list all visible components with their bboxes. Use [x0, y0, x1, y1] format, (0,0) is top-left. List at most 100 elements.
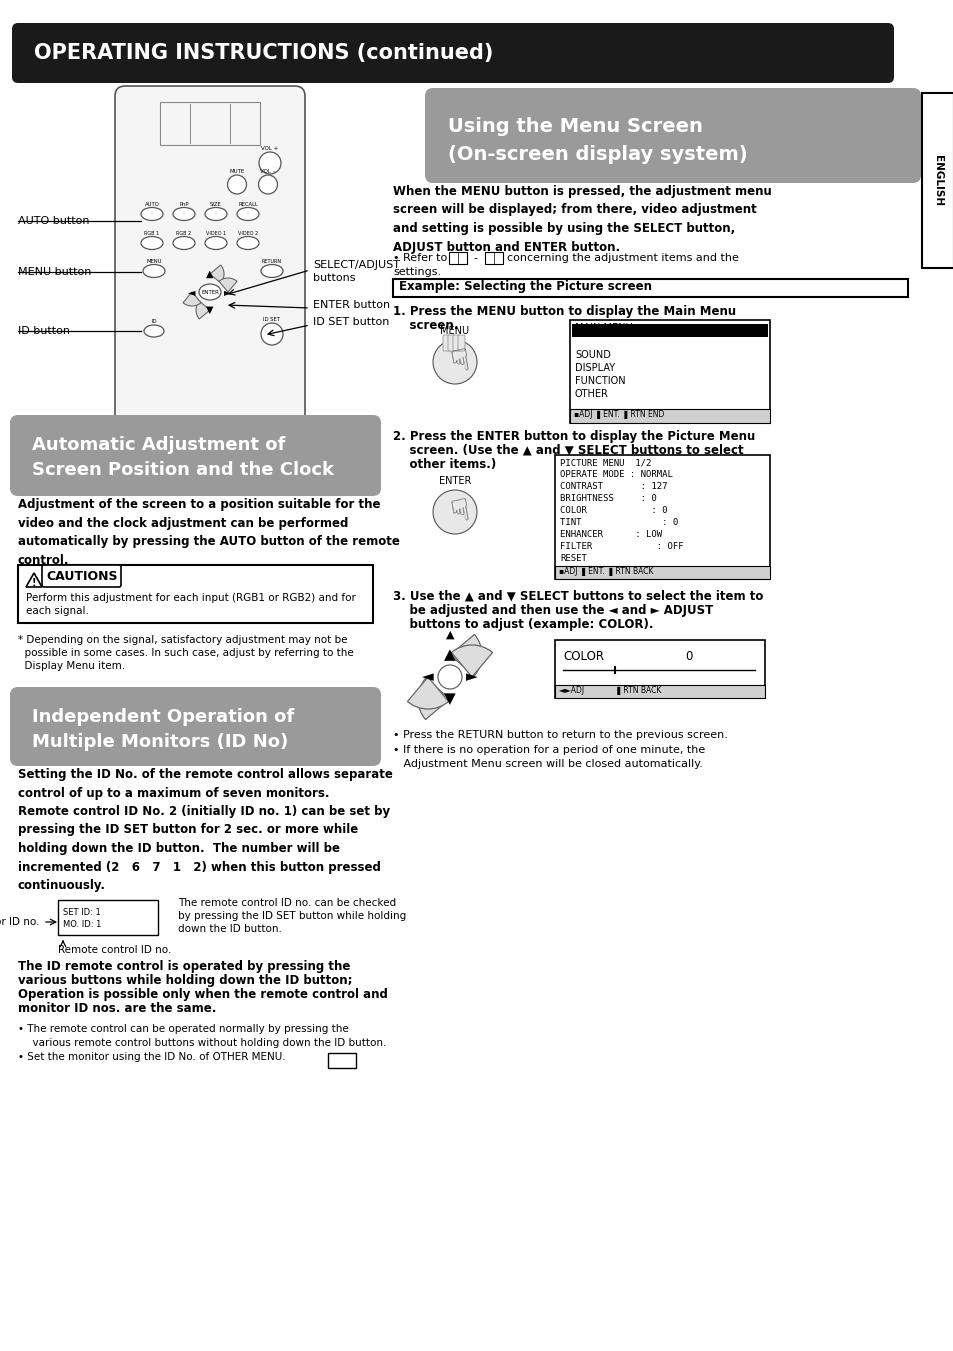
- Text: Screen Position and the Clock: Screen Position and the Clock: [32, 461, 334, 480]
- Wedge shape: [195, 301, 210, 319]
- Text: buttons to adjust (example: COLOR).: buttons to adjust (example: COLOR).: [393, 617, 653, 631]
- Text: ▲: ▲: [206, 269, 213, 280]
- Text: MENU: MENU: [146, 259, 162, 263]
- Text: The ID remote control is operated by pressing the: The ID remote control is operated by pre…: [18, 961, 350, 973]
- Bar: [393, 280, 907, 297]
- Ellipse shape: [141, 208, 163, 220]
- Text: screen.: screen.: [393, 319, 457, 332]
- Text: COLOR            : 0: COLOR : 0: [559, 507, 667, 515]
- FancyBboxPatch shape: [448, 335, 455, 351]
- FancyBboxPatch shape: [12, 23, 893, 82]
- Text: • Press the RETURN button to return to the previous screen.: • Press the RETURN button to return to t…: [393, 730, 727, 740]
- Text: Using the Menu Screen: Using the Menu Screen: [448, 118, 702, 136]
- Bar: [555, 685, 764, 698]
- Text: Example: Selecting the Picture screen: Example: Selecting the Picture screen: [398, 280, 651, 293]
- Text: 1. Press the MENU button to display the Main Menu: 1. Press the MENU button to display the …: [393, 305, 736, 317]
- FancyBboxPatch shape: [442, 335, 450, 351]
- Text: 3. Use the ▲ and ▼ SELECT buttons to select the item to: 3. Use the ▲ and ▼ SELECT buttons to sel…: [393, 590, 762, 603]
- Text: Operation is possible only when the remote control and: Operation is possible only when the remo…: [18, 988, 388, 1001]
- Text: monitor ID nos. are the same.: monitor ID nos. are the same.: [18, 1002, 216, 1015]
- Text: !: !: [31, 578, 36, 588]
- Text: MUTE: MUTE: [229, 169, 244, 174]
- Wedge shape: [450, 635, 481, 676]
- Text: SIZE: SIZE: [210, 203, 222, 207]
- Text: PICTURE MENU  1/2: PICTURE MENU 1/2: [559, 458, 651, 467]
- Bar: [18, 565, 373, 623]
- Text: ☞: ☞: [437, 496, 471, 528]
- Text: COLOR: COLOR: [562, 650, 603, 663]
- Text: ►: ►: [466, 670, 477, 685]
- Ellipse shape: [144, 326, 164, 336]
- Text: • Refer to: • Refer to: [393, 253, 447, 263]
- Text: FILTER            : OFF: FILTER : OFF: [559, 542, 683, 551]
- Text: RESET: RESET: [559, 554, 586, 563]
- FancyBboxPatch shape: [42, 565, 121, 586]
- Ellipse shape: [172, 208, 194, 220]
- Text: various remote control buttons without holding down the ID button.: various remote control buttons without h…: [26, 1038, 386, 1048]
- Wedge shape: [210, 265, 224, 282]
- Bar: [328, 1052, 355, 1069]
- Text: • If there is no operation for a period of one minute, the: • If there is no operation for a period …: [393, 744, 704, 755]
- Bar: [569, 409, 769, 423]
- Text: ID SET button: ID SET button: [313, 317, 389, 327]
- Ellipse shape: [143, 265, 165, 277]
- Text: other items.): other items.): [393, 458, 496, 471]
- Text: ENHANCER      : LOW: ENHANCER : LOW: [559, 530, 661, 539]
- Text: OPERATE MODE : NORMAL: OPERATE MODE : NORMAL: [559, 470, 672, 480]
- Bar: [555, 640, 764, 698]
- Text: Adjustment Menu screen will be closed automatically.: Adjustment Menu screen will be closed au…: [393, 759, 702, 769]
- Text: RECALL: RECALL: [238, 203, 257, 207]
- Bar: [555, 566, 769, 580]
- Text: * Depending on the signal, satisfactory adjustment may not be
  possible in some: * Depending on the signal, satisfactory …: [18, 635, 354, 671]
- Bar: [572, 324, 767, 336]
- Text: VIDEO 1: VIDEO 1: [206, 231, 226, 236]
- Text: ENTER: ENTER: [201, 289, 218, 295]
- Text: concerning the adjustment items and the: concerning the adjustment items and the: [506, 253, 739, 263]
- Text: settings.: settings.: [393, 267, 440, 277]
- Text: DISPLAY: DISPLAY: [575, 363, 615, 373]
- Text: VOL +: VOL +: [261, 146, 278, 151]
- Text: 2. Press the ENTER button to display the Picture Menu: 2. Press the ENTER button to display the…: [393, 430, 755, 443]
- Ellipse shape: [236, 208, 258, 220]
- Wedge shape: [451, 644, 492, 677]
- Text: RETURN: RETURN: [262, 259, 282, 263]
- Wedge shape: [417, 678, 450, 720]
- FancyBboxPatch shape: [457, 335, 464, 351]
- Ellipse shape: [261, 265, 283, 277]
- Text: MENU: MENU: [440, 326, 469, 336]
- Ellipse shape: [172, 236, 194, 250]
- Text: (On-screen display system): (On-screen display system): [448, 145, 747, 163]
- Bar: [58, 900, 158, 935]
- FancyBboxPatch shape: [10, 688, 380, 766]
- Circle shape: [261, 323, 283, 345]
- Text: SOUND: SOUND: [575, 350, 610, 359]
- Text: ▲: ▲: [445, 630, 454, 640]
- FancyBboxPatch shape: [10, 415, 380, 496]
- Text: RGB 2: RGB 2: [176, 231, 192, 236]
- Text: Monitor ID no.: Monitor ID no.: [0, 917, 40, 927]
- Text: TINT               : 0: TINT : 0: [559, 517, 678, 527]
- Text: Automatic Adjustment of: Automatic Adjustment of: [32, 436, 285, 454]
- FancyBboxPatch shape: [424, 88, 920, 182]
- Text: • The remote control can be operated normally by pressing the: • The remote control can be operated nor…: [18, 1024, 349, 1034]
- Circle shape: [227, 176, 246, 195]
- Text: ENTER: ENTER: [438, 476, 471, 486]
- Text: SELECT/ADJUST: SELECT/ADJUST: [313, 259, 399, 270]
- Text: Remote control ID no.: Remote control ID no.: [58, 944, 172, 955]
- Bar: [921, 93, 953, 267]
- Text: ☞: ☞: [437, 346, 471, 378]
- Text: SET ID: 1: SET ID: 1: [63, 908, 101, 917]
- Text: various buttons while holding down the ID button;: various buttons while holding down the I…: [18, 974, 352, 988]
- Text: ▪ADJ  ▌ENT.  ▌RTN BACK: ▪ADJ ▌ENT. ▌RTN BACK: [558, 567, 653, 576]
- Bar: [569, 320, 769, 423]
- Text: MAIN MENU: MAIN MENU: [575, 323, 632, 332]
- Text: ▲: ▲: [444, 647, 456, 662]
- Text: ▼: ▼: [444, 692, 456, 707]
- Text: 0: 0: [684, 650, 692, 663]
- Text: Setting the ID No. of the remote control allows separate
control of up to a maxi: Setting the ID No. of the remote control…: [18, 767, 393, 892]
- Text: -: -: [467, 253, 484, 263]
- Bar: [160, 101, 260, 145]
- Text: MO. ID: 1: MO. ID: 1: [63, 920, 101, 929]
- Text: OTHER: OTHER: [575, 389, 608, 399]
- Text: • Set the monitor using the ID No. of OTHER MENU.: • Set the monitor using the ID No. of OT…: [18, 1052, 285, 1062]
